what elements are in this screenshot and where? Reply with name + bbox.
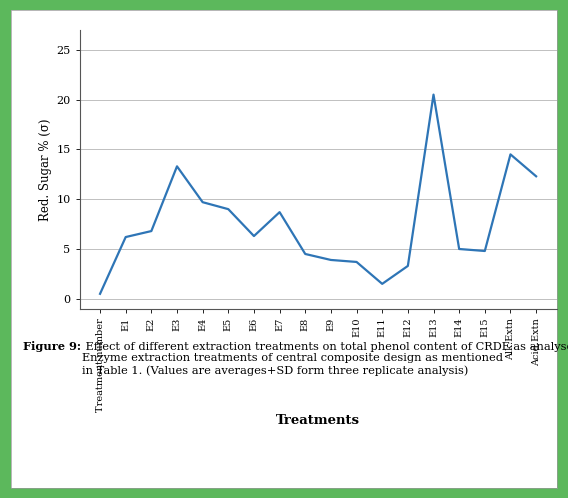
X-axis label: Treatments: Treatments [276, 414, 360, 427]
Y-axis label: Red. Sugar % (σ): Red. Sugar % (σ) [39, 118, 52, 221]
Text: Effect of different extraction treatments on total phenol content of CRDF as ana: Effect of different extraction treatment… [82, 341, 568, 375]
Text: Figure 9:: Figure 9: [23, 341, 81, 352]
